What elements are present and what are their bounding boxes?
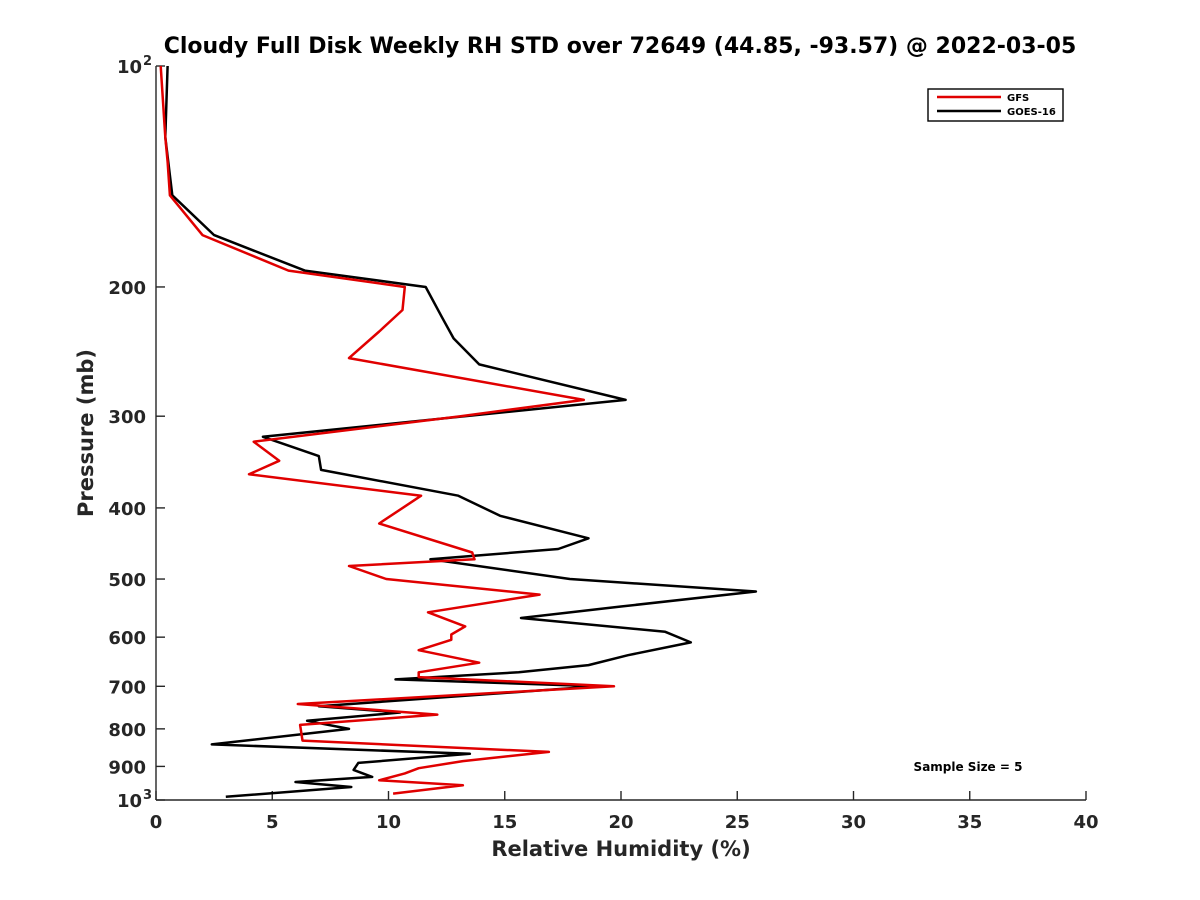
x-tick-label: 25 bbox=[725, 812, 750, 833]
legend-label-gfs: GFS bbox=[1007, 93, 1029, 104]
x-tick-label: 10 bbox=[376, 812, 401, 833]
y-axis-label: Pressure (mb) bbox=[74, 349, 98, 517]
x-axis-label: Relative Humidity (%) bbox=[491, 837, 750, 861]
y-tick-label: 10 bbox=[117, 791, 142, 812]
y-tick-label: 600 bbox=[108, 628, 146, 649]
x-ticks: 0 5 10 15 20 25 30 35 40 bbox=[150, 791, 1099, 833]
y-tick-label: 500 bbox=[108, 570, 146, 591]
legend: GFS GOES-16 bbox=[927, 88, 1064, 122]
legend-box bbox=[927, 88, 1064, 122]
x-tick-label: 15 bbox=[492, 812, 517, 833]
x-tick-label: 20 bbox=[608, 812, 633, 833]
x-tick-label: 30 bbox=[841, 812, 866, 833]
series-line-goes-16 bbox=[164, 65, 758, 799]
y-tick-exponent: 2 bbox=[143, 54, 152, 69]
series-line-gfs bbox=[159, 65, 616, 795]
x-tick-label: 0 bbox=[150, 812, 163, 833]
y-tick-label: 10 bbox=[117, 57, 142, 78]
y-tick-label: 300 bbox=[108, 407, 146, 428]
series-layer bbox=[159, 65, 758, 799]
x-tick-label: 35 bbox=[957, 812, 982, 833]
y-tick-label: 400 bbox=[108, 499, 146, 520]
legend-label-goes-16: GOES-16 bbox=[1007, 107, 1056, 118]
sample-size-annotation: Sample Size = 5 bbox=[914, 760, 1023, 774]
chart-title: Cloudy Full Disk Weekly RH STD over 7264… bbox=[164, 34, 1077, 59]
y-tick-label: 800 bbox=[108, 720, 146, 741]
y-tick-exponent: 3 bbox=[143, 788, 152, 803]
y-tick-label: 900 bbox=[108, 757, 146, 778]
x-tick-label: 40 bbox=[1073, 812, 1098, 833]
x-tick-label: 5 bbox=[266, 812, 279, 833]
y-tick-label: 700 bbox=[108, 677, 146, 698]
y-tick-label: 200 bbox=[108, 278, 146, 299]
